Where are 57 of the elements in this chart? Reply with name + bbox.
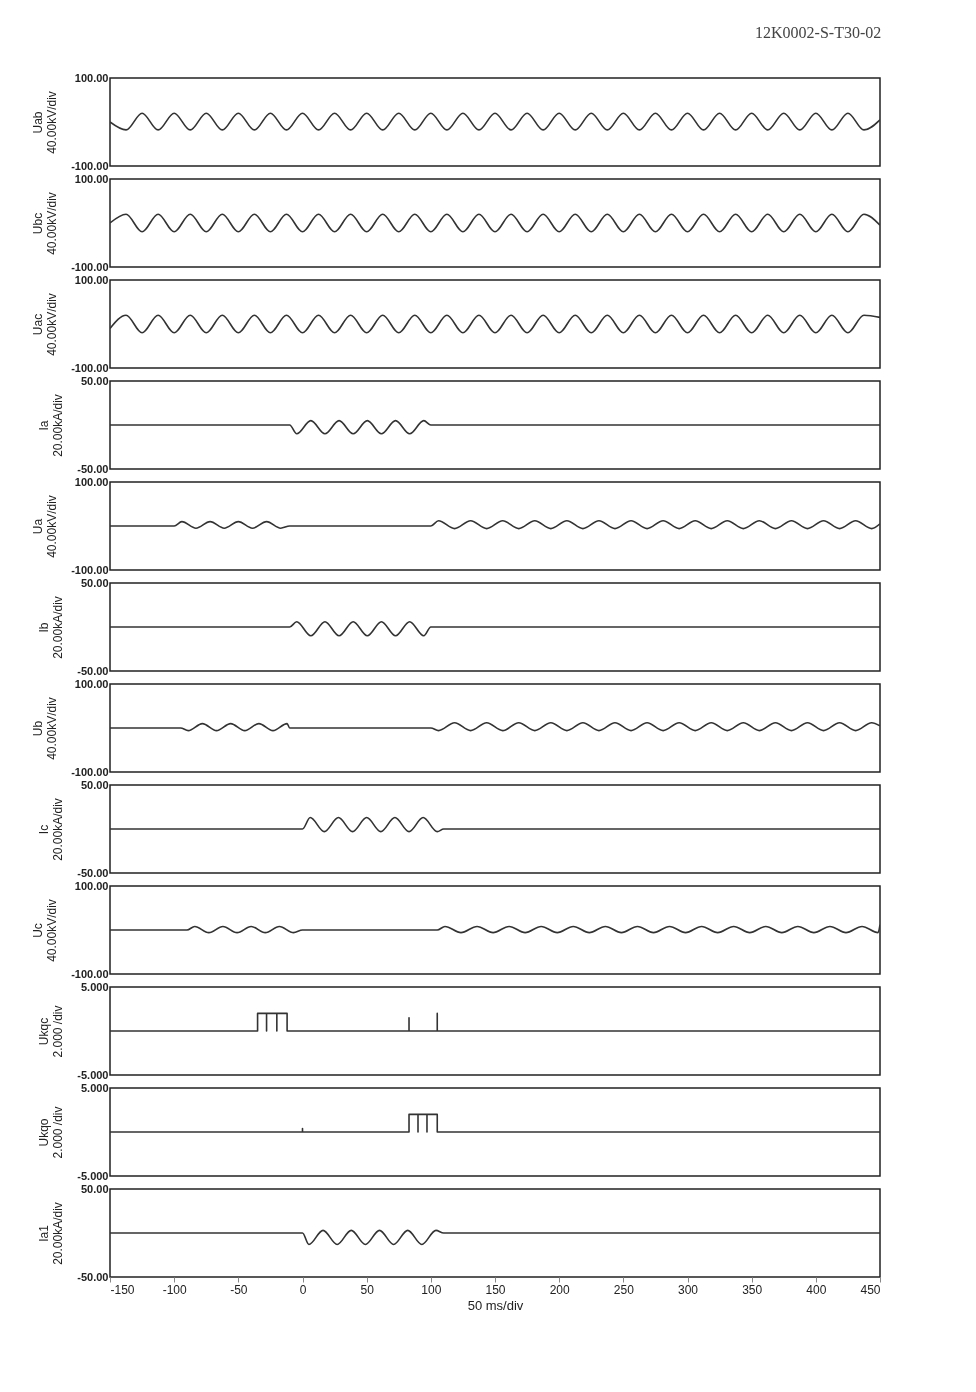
y-axis-title: Ib 20.00kA/div — [37, 596, 66, 659]
y-tick-label: 100.00 — [74, 879, 109, 892]
x-tick-label: 400 — [806, 1282, 827, 1297]
y-axis-title: Ukqc 2.000 /div — [37, 1005, 66, 1058]
y-tick-label: -50.00 — [77, 1270, 109, 1283]
line-series — [110, 721, 880, 732]
x-tick-label: -150 — [110, 1282, 135, 1297]
y-tick-label: 100.00 — [74, 273, 109, 286]
y-tick-label: 50.00 — [80, 576, 109, 589]
y-tick-label: -100.00 — [71, 563, 109, 576]
x-tick-label: 250 — [613, 1282, 635, 1297]
y-tick-label: 100.00 — [74, 475, 109, 488]
y-axis-title: Ukqo 2.000 /div — [37, 1106, 66, 1159]
x-tick-label: 150 — [485, 1282, 506, 1297]
y-tick-label: -100.00 — [71, 159, 109, 172]
y-axis-title: Ic 20.00kA/div — [37, 798, 66, 861]
y-tick-label: -50.00 — [77, 462, 109, 475]
y-axis-title: Ia 20.00kA/div — [37, 394, 66, 457]
x-tick-label: -50 — [230, 1282, 248, 1297]
y-axis-title: Ubc 40.00kV/div — [31, 192, 60, 255]
y-tick-label: 50.00 — [80, 778, 109, 791]
x-tick-label: 450 — [860, 1282, 881, 1297]
y-tick-label: 100.00 — [74, 172, 109, 185]
y-tick-label: -100.00 — [71, 765, 109, 778]
x-tick-label: 350 — [742, 1282, 763, 1297]
x-axis-title: 50 ms/div — [467, 1297, 524, 1313]
x-tick-label: 100 — [421, 1282, 442, 1297]
y-tick-label: 50.00 — [80, 1182, 109, 1195]
y-axis-title: Uab 40.00kV/div — [31, 91, 60, 154]
y-tick-label: -50.00 — [77, 664, 109, 677]
line-series — [110, 519, 880, 530]
y-axis-title: Ia1 20.00kA/div — [37, 1202, 66, 1265]
x-tick-label: 300 — [677, 1282, 699, 1297]
y-axis-title: Uc 40.00kV/div — [31, 899, 60, 962]
y-axis-title: Ua 40.00kV/div — [31, 495, 60, 558]
line-series — [110, 213, 880, 233]
x-tick-label: 50 — [360, 1282, 375, 1297]
line-series — [110, 112, 880, 131]
x-tick-label: -100 — [162, 1282, 187, 1297]
y-tick-label: 100.00 — [74, 71, 109, 84]
y-tick-label: 50.00 — [80, 374, 109, 387]
y-axis-title: Ub 40.00kV/div — [31, 697, 60, 760]
y-tick-label: -100.00 — [71, 361, 109, 374]
y-axis-title: Uac 40.00kV/div — [31, 293, 60, 356]
y-tick-label: -100.00 — [71, 967, 109, 980]
y-tick-label: -100.00 — [71, 260, 109, 273]
x-tick-label: 0 — [299, 1282, 307, 1297]
y-tick-label: -5.000 — [77, 1068, 109, 1081]
x-tick-label: 200 — [549, 1282, 570, 1297]
y-tick-label: 5.000 — [80, 1081, 109, 1094]
y-tick-label: 5.000 — [80, 980, 109, 993]
y-tick-label: 100.00 — [74, 677, 109, 690]
y-tick-label: -50.00 — [77, 866, 109, 879]
y-tick-label: -5.000 — [77, 1169, 109, 1182]
line-series — [110, 314, 880, 334]
line-series — [110, 923, 880, 934]
text: 12K0002-S-T30-02 — [755, 24, 882, 42]
